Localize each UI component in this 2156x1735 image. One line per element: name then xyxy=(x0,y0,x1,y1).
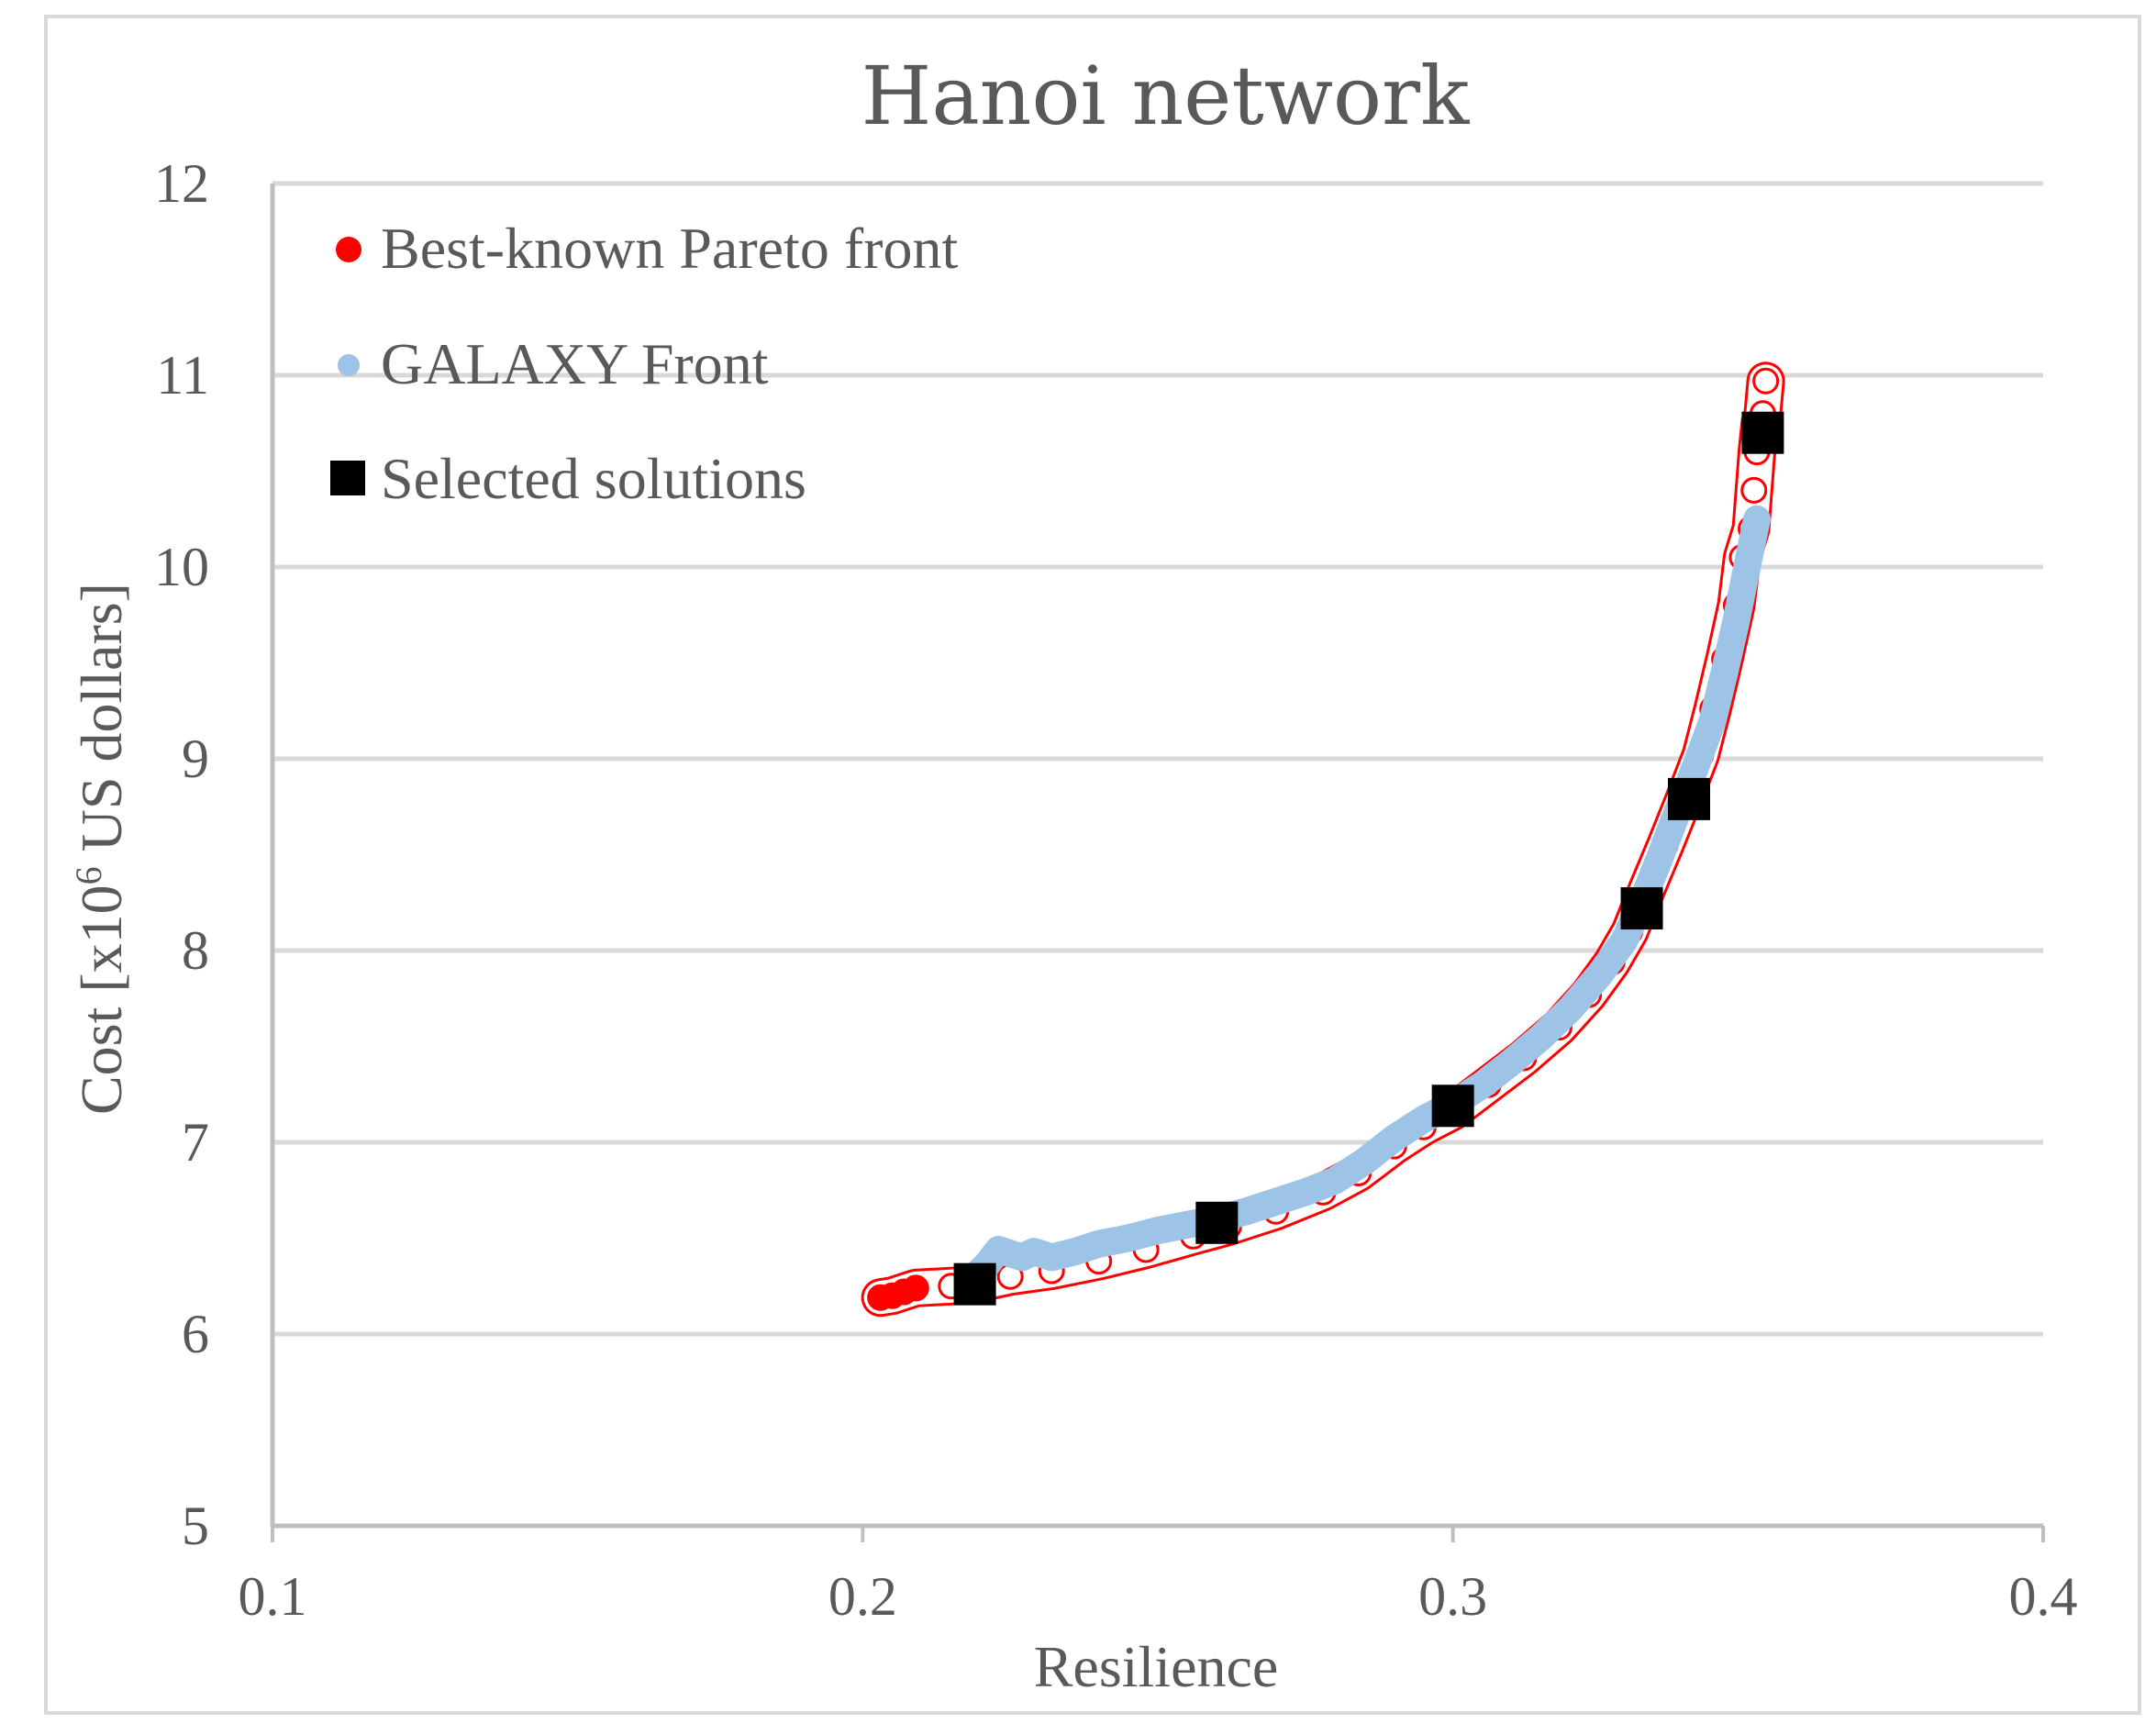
legend: Best-known Pareto front GALAXY Front Sel… xyxy=(330,216,958,511)
chart-frame xyxy=(44,15,2141,1715)
y-axis-label-suffix: US dollars] xyxy=(69,583,134,866)
pareto-point xyxy=(1740,476,1768,504)
x-tick-label: 0.1 xyxy=(239,1566,307,1627)
galaxy-point xyxy=(1560,996,1583,1019)
galaxy-point xyxy=(1117,1227,1139,1250)
y-axis-label-prefix: Cost [x10 xyxy=(69,884,134,1115)
galaxy-point xyxy=(1701,709,1724,732)
y-tick-labels: 5 6 7 8 9 10 11 12 xyxy=(154,153,209,1556)
pareto-point xyxy=(1752,367,1780,395)
y-axis-label: Cost [x106 US dollars] xyxy=(68,583,134,1115)
galaxy-point xyxy=(1147,1219,1169,1242)
selected-solution-marker xyxy=(1741,411,1784,454)
galaxy-point xyxy=(1040,1246,1063,1269)
galaxy-point xyxy=(1383,1127,1406,1150)
chart-title: Hanoi network xyxy=(861,49,1470,143)
selected-solution-marker xyxy=(1668,777,1710,820)
x-tick-labels: 0.1 0.2 0.3 0.4 xyxy=(239,1526,2078,1627)
y-tick-label: 6 xyxy=(182,1304,209,1364)
galaxy-point xyxy=(1684,757,1706,780)
galaxy-point xyxy=(1734,565,1757,588)
x-tick-label: 0.3 xyxy=(1418,1566,1487,1627)
galaxy-point xyxy=(1324,1169,1346,1192)
galaxy-point xyxy=(1530,1026,1553,1049)
y-tick-label: 8 xyxy=(182,920,209,981)
galaxy-point xyxy=(1725,609,1748,632)
galaxy-point xyxy=(1022,1240,1045,1263)
y-tick-label: 5 xyxy=(182,1496,209,1556)
galaxy-point xyxy=(1745,507,1768,530)
x-tick-label: 0.4 xyxy=(2009,1566,2078,1627)
galaxy-point xyxy=(1412,1107,1435,1130)
selected-solution-marker xyxy=(1620,887,1663,930)
selected-solution-marker xyxy=(1195,1201,1239,1244)
y-tick-label: 7 xyxy=(182,1112,209,1173)
galaxy-point xyxy=(1739,537,1762,560)
y-tick-label: 9 xyxy=(182,728,209,789)
galaxy-point xyxy=(1471,1073,1494,1096)
galaxy-point xyxy=(1063,1240,1086,1263)
y-tick-label: 10 xyxy=(154,537,209,597)
y-tick-label: 12 xyxy=(154,153,209,214)
grid-lines xyxy=(272,181,2043,1337)
y-axis-label-exponent: 6 xyxy=(68,866,109,884)
legend-marker-selected xyxy=(330,461,365,495)
axes xyxy=(270,184,2043,1529)
galaxy-point xyxy=(1648,847,1671,870)
series-selected-solutions xyxy=(953,411,1784,1306)
galaxy-point xyxy=(1176,1213,1199,1236)
selected-solution-marker xyxy=(953,1262,996,1306)
galaxy-point xyxy=(1613,929,1636,952)
legend-marker-pareto xyxy=(336,237,361,262)
galaxy-point xyxy=(1353,1150,1376,1173)
x-tick-label: 0.2 xyxy=(828,1566,897,1627)
legend-label-selected: Selected solutions xyxy=(381,446,806,511)
x-axis-label: Resilience xyxy=(1034,1634,1279,1699)
galaxy-point xyxy=(1589,962,1612,985)
pareto-point xyxy=(902,1274,929,1302)
legend-marker-galaxy xyxy=(338,354,360,376)
galaxy-point xyxy=(1501,1051,1523,1073)
galaxy-point xyxy=(1713,661,1736,684)
selected-solution-marker xyxy=(1431,1084,1474,1128)
y-tick-label: 11 xyxy=(156,345,209,406)
galaxy-point xyxy=(1294,1181,1317,1204)
legend-label-galaxy: GALAXY Front xyxy=(381,331,769,396)
legend-label-pareto: Best-known Pareto front xyxy=(381,216,958,281)
galaxy-point xyxy=(1264,1190,1287,1213)
galaxy-point xyxy=(1235,1200,1258,1223)
galaxy-point xyxy=(1087,1232,1110,1255)
